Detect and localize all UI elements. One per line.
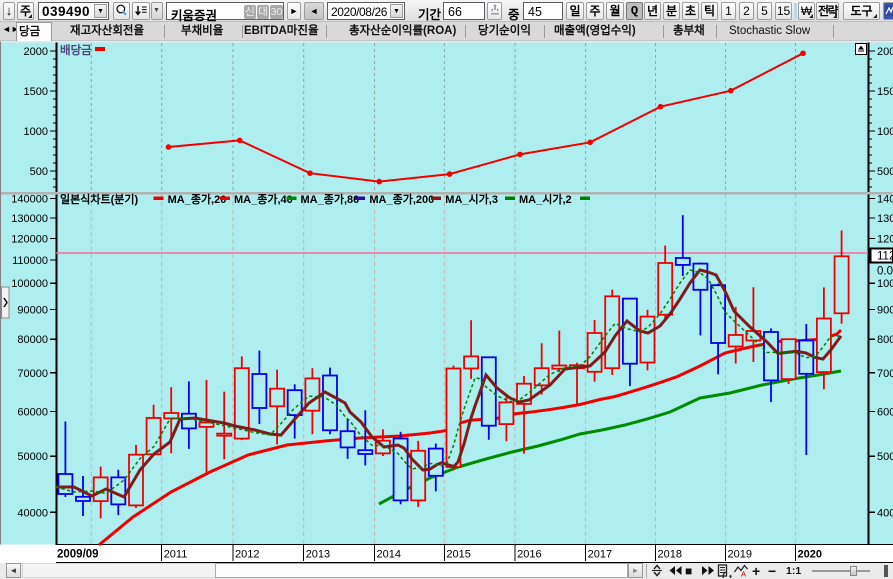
svg-text:140000: 140000 [11,194,48,206]
svg-text:120000: 120000 [11,234,48,246]
svg-text:60000: 60000 [17,407,48,419]
svg-text:60000: 60000 [877,407,893,419]
svg-text:2000: 2000 [877,46,893,58]
svg-text:2015: 2015 [446,549,470,561]
svg-text:90000: 90000 [877,305,893,317]
svg-text:1000: 1000 [24,126,48,138]
svg-text:1500: 1500 [877,86,893,98]
svg-text:500: 500 [877,166,893,178]
svg-text:2018: 2018 [658,549,682,561]
svg-text:70000: 70000 [17,368,48,380]
svg-text:MA_시가,3: MA_시가,3 [445,192,498,206]
svg-text:130000: 130000 [877,213,893,225]
svg-text:2013: 2013 [306,549,330,561]
svg-text:80000: 80000 [17,334,48,346]
svg-text:100000: 100000 [11,278,48,290]
svg-text:50000: 50000 [877,451,893,463]
svg-text:2017: 2017 [588,549,612,561]
svg-text:40000: 40000 [17,507,48,519]
svg-text:2016: 2016 [517,549,541,561]
svg-text:130000: 130000 [11,213,48,225]
svg-text:2012: 2012 [235,549,259,561]
svg-text:2020: 2020 [798,549,822,561]
svg-text:2019: 2019 [728,549,752,561]
svg-text:MA_종가,40: MA_종가,40 [234,192,293,206]
svg-text:1125: 1125 [877,251,893,263]
svg-text:MA_시가,2: MA_시가,2 [519,192,572,206]
svg-text:1500: 1500 [24,86,48,98]
svg-text:40000: 40000 [877,507,893,519]
svg-text:90000: 90000 [17,305,48,317]
svg-text:A: A [741,570,746,579]
svg-text:2014: 2014 [377,549,401,561]
svg-text:500: 500 [30,166,48,178]
svg-text:2011: 2011 [164,549,188,561]
svg-text:100000: 100000 [877,278,893,290]
svg-text:MA_종가,200: MA_종가,200 [369,192,434,206]
svg-text:140000: 140000 [877,194,893,206]
svg-text:70000: 70000 [877,368,893,380]
svg-text:일본식차트(분기): 일본식차트(분기) [60,192,139,206]
svg-text:1000: 1000 [877,126,893,138]
svg-text:0.00: 0.00 [877,266,893,278]
svg-text:50000: 50000 [17,451,48,463]
svg-text:2000: 2000 [24,46,48,58]
svg-text:MA_종가,80: MA_종가,80 [301,192,360,206]
svg-text:MA_종가,20: MA_종가,20 [168,192,227,206]
svg-text:120000: 120000 [877,234,893,246]
svg-text:80000: 80000 [877,334,893,346]
svg-text:배당금: 배당금 [60,43,92,57]
svg-text:110000: 110000 [12,255,48,267]
svg-text:2009/09: 2009/09 [57,549,99,561]
